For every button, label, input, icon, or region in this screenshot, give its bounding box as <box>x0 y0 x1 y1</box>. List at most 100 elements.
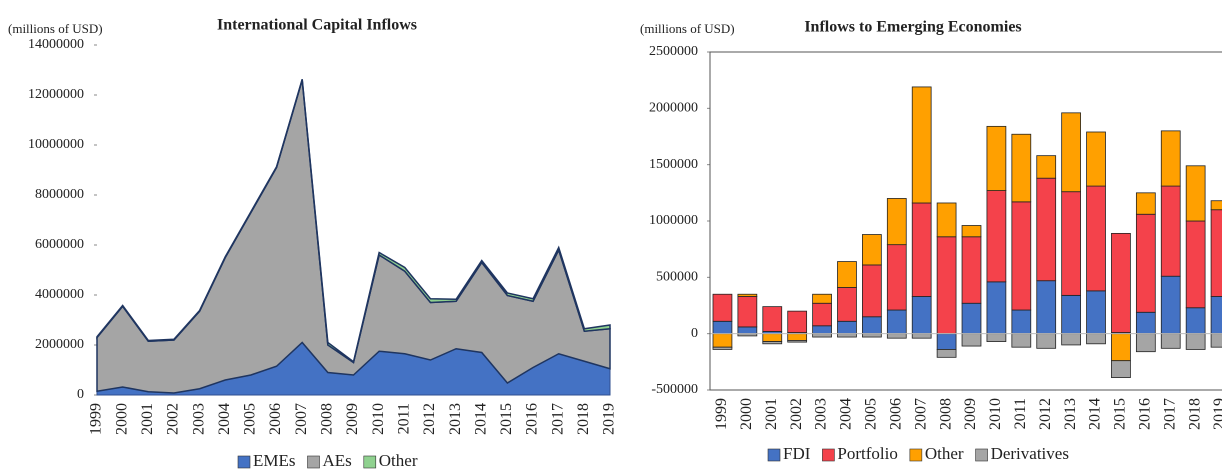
x-tick-label: 2016 <box>1137 398 1154 430</box>
bar <box>1086 290 1106 335</box>
bar <box>762 341 783 345</box>
x-tick-label: 2000 <box>738 398 755 430</box>
x-tick-label: 2003 <box>190 403 207 435</box>
legend-label: EMEs <box>253 451 296 470</box>
chart-title: International Capital Inflows <box>217 17 417 34</box>
x-tick-label: 2006 <box>887 398 904 430</box>
bar <box>1210 200 1222 211</box>
bar <box>1160 275 1181 335</box>
bar <box>787 340 808 343</box>
plot-frame <box>709 51 1222 391</box>
bar <box>911 202 932 297</box>
x-tick-label: 2013 <box>447 403 464 435</box>
bar <box>1135 213 1156 313</box>
bar <box>911 333 932 339</box>
legend-swatch <box>237 455 251 469</box>
bar <box>986 333 1007 342</box>
bar <box>1061 191 1081 296</box>
x-tick-label: 2008 <box>319 403 336 435</box>
x-tick-label: 2010 <box>370 403 387 435</box>
bar <box>762 333 783 342</box>
bar <box>886 244 907 311</box>
bar <box>1135 311 1156 335</box>
x-tick-label: 2005 <box>863 398 880 430</box>
bar <box>1185 220 1206 309</box>
legend-label: AEs <box>323 451 352 470</box>
bar <box>737 293 758 297</box>
bar <box>961 225 982 238</box>
bar <box>1160 130 1181 187</box>
bar <box>1011 333 1032 348</box>
x-tick-label: 2014 <box>472 403 489 435</box>
x-tick-label: 2012 <box>1037 398 1054 430</box>
x-tick-label: 2019 <box>1211 398 1222 430</box>
legend-swatch <box>363 455 377 469</box>
x-tick-label: 2013 <box>1062 398 1079 430</box>
bar <box>812 333 832 338</box>
y-tick-label: 1500000 <box>649 157 698 172</box>
bar <box>1036 177 1057 282</box>
bar <box>1111 360 1131 379</box>
y-tick-label: 10000000 <box>28 137 84 152</box>
x-tick-label: 2016 <box>524 403 541 435</box>
x-tick-label: 1999 <box>713 398 730 430</box>
bar <box>961 302 982 335</box>
y-tick-label: 8000000 <box>35 187 84 202</box>
bar <box>1160 185 1181 277</box>
bar <box>1185 333 1206 350</box>
legend-swatch <box>767 448 781 462</box>
bar <box>1111 232 1131 333</box>
x-tick-label: 2009 <box>962 398 979 430</box>
bar <box>712 333 733 348</box>
x-tick-label: 2012 <box>421 403 438 435</box>
y-tick-label: 14000000 <box>28 37 84 52</box>
bar <box>1111 333 1131 362</box>
x-tick-label: 2011 <box>395 403 412 434</box>
bar <box>1011 133 1032 203</box>
x-tick-label: 2018 <box>575 403 592 435</box>
x-tick-label: 2000 <box>113 403 130 435</box>
bar <box>712 293 733 322</box>
bar <box>1135 192 1156 215</box>
bar <box>1061 112 1081 193</box>
bar <box>886 309 907 335</box>
x-tick-label: 2003 <box>813 398 830 430</box>
x-tick-label: 2004 <box>838 398 855 430</box>
bar <box>1061 294 1081 335</box>
bar <box>1036 155 1057 179</box>
bar <box>862 316 882 335</box>
bar <box>762 306 783 332</box>
y-tick-label: 2000000 <box>35 337 84 352</box>
x-tick-label: 2011 <box>1012 398 1029 429</box>
legend-label: Other <box>925 444 964 463</box>
bar <box>911 86 932 204</box>
legend-swatch <box>909 448 923 462</box>
bar <box>961 333 982 347</box>
bar <box>1210 333 1222 348</box>
y-tick-label: 2000000 <box>649 101 698 116</box>
bar <box>837 320 857 335</box>
bar <box>812 293 832 304</box>
area <box>96 79 611 364</box>
y-tick-label: 0 <box>691 326 698 341</box>
bar <box>1135 333 1156 353</box>
bar <box>837 261 857 288</box>
bar <box>862 264 882 318</box>
bar <box>787 310 808 333</box>
legend-label: Derivatives <box>991 444 1069 463</box>
x-tick-label: 2015 <box>498 403 515 435</box>
x-tick-label: 2017 <box>1161 398 1178 430</box>
bar <box>712 346 733 350</box>
bar <box>1185 165 1206 222</box>
bar <box>1086 131 1106 187</box>
legend-label: FDI <box>783 444 811 463</box>
bar <box>862 234 882 266</box>
bar <box>986 125 1007 191</box>
y-axis-label: (millions of USD) <box>8 21 103 36</box>
bar <box>1210 296 1222 335</box>
x-tick-label: 2002 <box>788 398 805 430</box>
x-tick-label: 2014 <box>1087 398 1104 430</box>
bar <box>936 349 957 358</box>
bar <box>936 236 957 335</box>
bar <box>911 296 932 335</box>
